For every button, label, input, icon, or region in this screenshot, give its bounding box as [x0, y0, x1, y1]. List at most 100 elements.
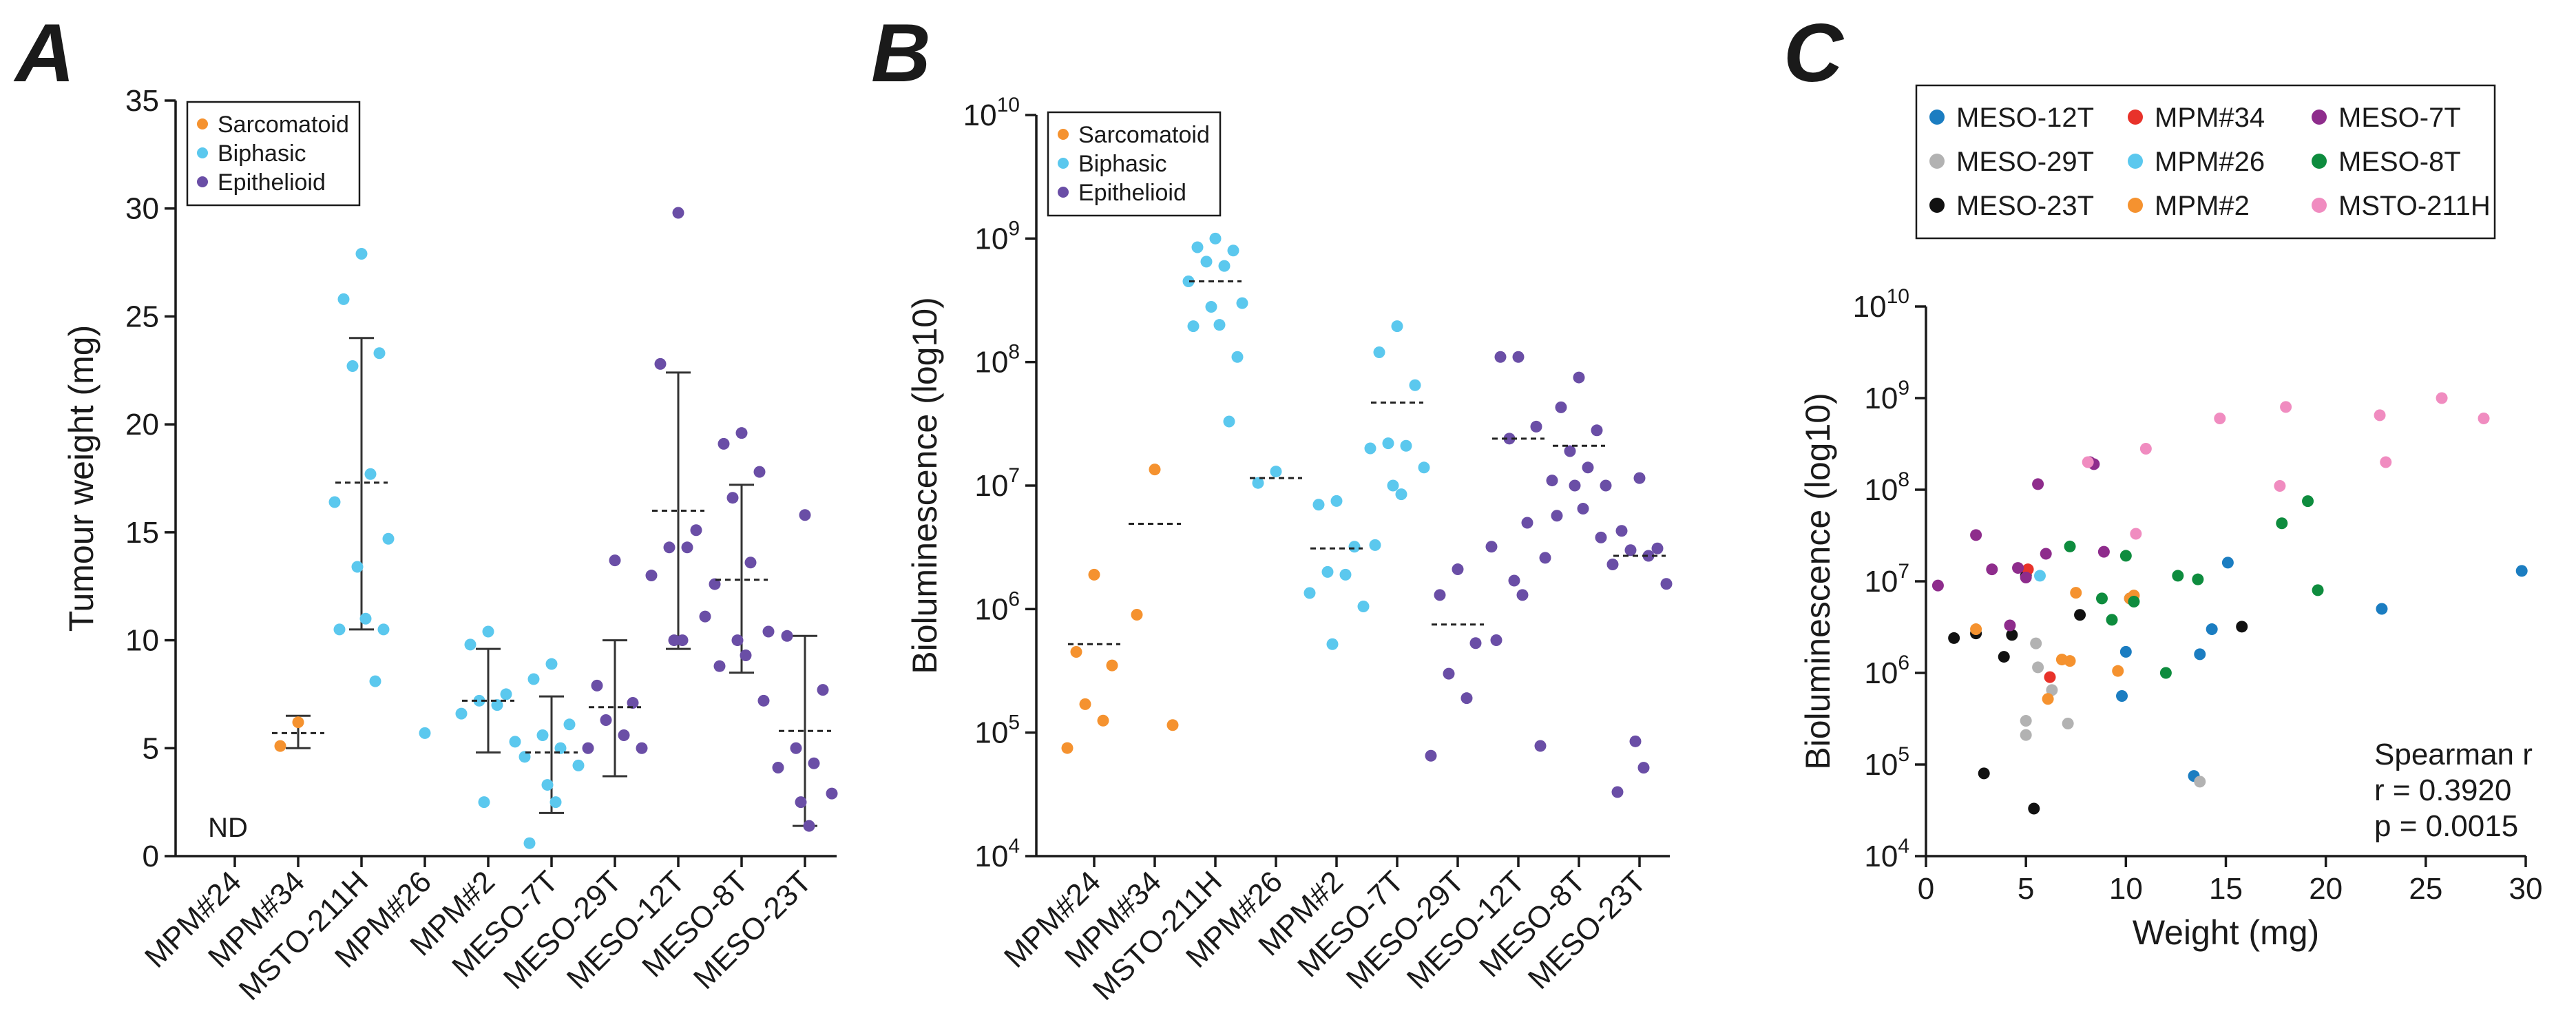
x-axis-title: Weight (mg)	[2133, 913, 2319, 952]
data-point	[676, 634, 689, 647]
data-point	[817, 684, 829, 696]
data-point	[1088, 568, 1100, 581]
data-point	[364, 468, 377, 480]
data-point	[545, 658, 558, 670]
data-point	[2236, 621, 2248, 633]
y-tick-label: 105	[1864, 743, 1909, 782]
data-point	[369, 675, 381, 687]
x-tick-label: 20	[2309, 872, 2343, 906]
data-point	[292, 716, 304, 729]
data-point	[1460, 692, 1473, 705]
data-point	[762, 625, 775, 638]
y-tick-label: 25	[125, 300, 159, 333]
legend-marker	[1058, 187, 1069, 198]
legend-label: MESO-7T	[2338, 103, 2461, 133]
data-point	[1369, 539, 1381, 551]
data-point	[1660, 578, 1673, 590]
data-point	[2097, 545, 2110, 558]
data-point	[2119, 645, 2132, 658]
data-point	[382, 532, 395, 545]
data-point	[2004, 619, 2016, 632]
data-point	[618, 729, 630, 741]
data-point	[1227, 245, 1239, 257]
y-tick-label: 108	[1864, 468, 1909, 507]
data-point	[1312, 499, 1325, 511]
data-point	[1624, 544, 1637, 557]
legend-label: MSTO-211H	[2338, 191, 2491, 221]
data-point	[355, 248, 368, 260]
data-point	[2280, 401, 2292, 413]
data-point	[1569, 479, 1581, 492]
data-point	[1469, 637, 1482, 649]
data-point	[1539, 552, 1551, 564]
data-point	[1079, 698, 1091, 710]
data-point	[713, 660, 726, 672]
panel-c: 104 105 106 107 108 109 1010 0 5 10 15 20 25 30 Weight…	[1799, 84, 2542, 952]
data-point	[2130, 528, 2142, 540]
data-point	[2116, 689, 2128, 702]
data-point	[2095, 592, 2108, 605]
y-tick-label: 35	[125, 84, 159, 118]
data-point	[2194, 776, 2206, 788]
data-point	[1149, 464, 1161, 476]
data-point	[491, 699, 503, 711]
data-point	[328, 496, 341, 508]
legend-label: MESO-29T	[1956, 147, 2094, 177]
data-point	[2020, 571, 2032, 583]
data-point	[1223, 415, 1235, 428]
data-point	[627, 696, 639, 709]
y-tick-label: 10	[125, 624, 159, 658]
y-tick-label: 0	[143, 840, 159, 873]
data-point	[1187, 320, 1200, 333]
data-point	[740, 649, 752, 662]
data-point	[473, 694, 485, 707]
data-point	[2119, 550, 2132, 562]
data-point	[2192, 573, 2204, 585]
data-point	[1061, 742, 1074, 754]
data-point	[2436, 392, 2448, 404]
data-point	[2044, 671, 2056, 683]
data-point	[1591, 424, 1603, 437]
data-point	[808, 757, 820, 769]
data-point	[373, 347, 386, 360]
data-point	[1521, 517, 1533, 529]
data-point	[2020, 715, 2032, 727]
legend-box	[1915, 84, 2496, 240]
data-point	[1606, 558, 1619, 570]
data-point	[1330, 495, 1343, 507]
data-point	[1231, 351, 1244, 363]
data-point	[2030, 637, 2042, 649]
data-point	[1503, 433, 1516, 445]
data-point	[554, 742, 567, 754]
y-axis-title: Bioluminescence (log10)	[905, 297, 944, 674]
legend-marker	[2312, 154, 2327, 169]
data-point	[527, 673, 540, 685]
data-point	[1970, 529, 1982, 541]
y-tick-label: 106	[1864, 652, 1909, 690]
data-point	[1931, 579, 1944, 592]
y-tick-label: 109	[974, 217, 1020, 256]
legend-label: Sarcomatoid	[1078, 122, 1210, 148]
data-point	[2032, 478, 2044, 490]
panel-letter-b: B	[871, 7, 931, 99]
data-point	[1633, 472, 1646, 484]
data-point	[1326, 638, 1339, 650]
data-point	[1382, 437, 1394, 450]
data-point	[2033, 570, 2046, 582]
data-point	[2070, 587, 2082, 599]
legend-box	[1047, 111, 1222, 217]
data-point	[1970, 623, 1982, 636]
data-point	[519, 751, 531, 763]
data-point	[2040, 548, 2052, 560]
data-point	[1637, 762, 1650, 774]
data-point	[509, 736, 521, 748]
data-point	[1303, 587, 1316, 599]
data-point	[2028, 802, 2040, 815]
data-point	[1409, 379, 1421, 391]
data-point	[1555, 401, 1567, 413]
data-point	[718, 437, 730, 450]
data-point	[1218, 260, 1231, 272]
data-point	[536, 729, 549, 741]
data-point	[735, 427, 748, 439]
